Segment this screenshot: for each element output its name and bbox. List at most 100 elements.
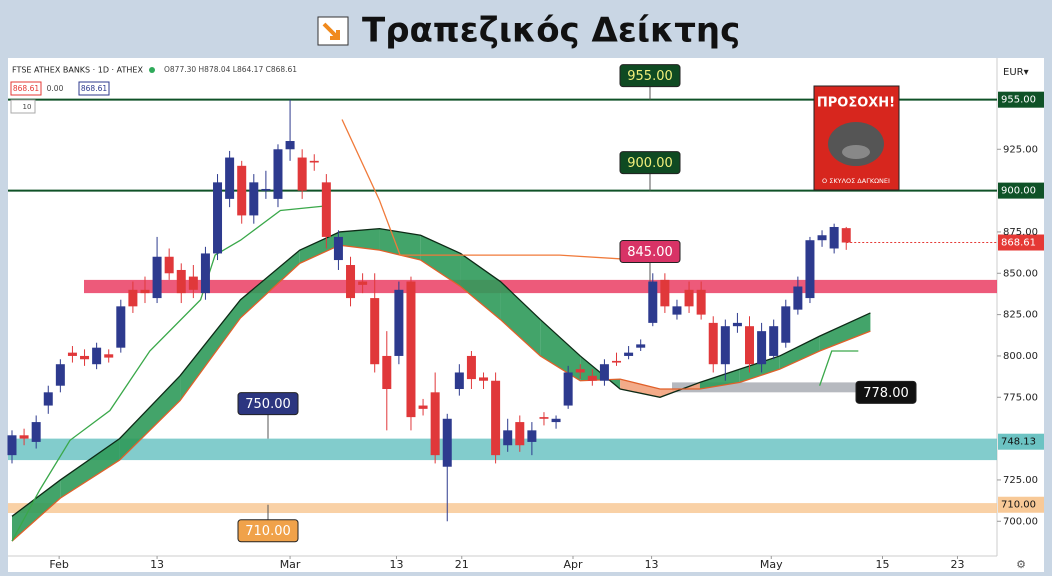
- candle-body: [200, 253, 210, 294]
- candle-body: [563, 372, 573, 406]
- header-title: Τραπεζικός Δείκτης: [362, 11, 740, 51]
- candle-body: [55, 364, 65, 386]
- volume: 10: [23, 103, 32, 111]
- volume-box: [10, 99, 36, 114]
- candle-body: [43, 392, 53, 406]
- candle-body: [805, 240, 815, 299]
- candle-body: [321, 182, 331, 237]
- candle-body: [370, 298, 380, 365]
- badge-dog-snout: [842, 145, 870, 159]
- x-tick-label: Feb: [49, 558, 68, 571]
- candle-body: [757, 331, 767, 365]
- candle-body: [213, 182, 223, 254]
- candle-body: [551, 418, 561, 423]
- y-tick-label: 925.00: [1003, 144, 1038, 155]
- axis-price-box: [998, 182, 1044, 199]
- candle-body: [829, 226, 839, 249]
- y-tick-label: 700.00: [1003, 516, 1038, 527]
- symbol: FTSE ATHEX BANKS · 1D · ATHEX: [12, 66, 143, 75]
- candle-body: [285, 141, 295, 150]
- x-tick-label: Mar: [280, 558, 301, 571]
- x-tick-label: 23: [950, 558, 964, 571]
- candle-body: [382, 355, 392, 390]
- candle-body: [406, 281, 416, 418]
- y-tick-label: 850.00: [1003, 268, 1038, 279]
- callout-box: [237, 392, 299, 416]
- callout-label: 778.00: [863, 386, 909, 401]
- ribbon-fill: [819, 312, 871, 351]
- axis-price-label: 748.13: [1001, 437, 1036, 448]
- candle-body: [19, 435, 29, 439]
- candle-body: [152, 256, 162, 299]
- callout-box: [619, 240, 681, 264]
- ribbon-fill: [60, 438, 120, 499]
- candle-body: [841, 228, 851, 243]
- candle-body: [442, 418, 452, 467]
- ribbon-fill: [119, 375, 181, 461]
- y-tick-label: 800.00: [1003, 351, 1038, 362]
- candle-body: [67, 352, 77, 356]
- y-tick-label: 875.00: [1003, 227, 1038, 238]
- candle-body: [237, 165, 247, 216]
- candle-body: [781, 306, 791, 343]
- ribbon-fill: [540, 319, 581, 381]
- spread: 0.00: [47, 84, 64, 93]
- axis-price-label: 710.00: [1001, 500, 1036, 511]
- candle-body: [297, 157, 307, 191]
- candle-body: [793, 286, 803, 310]
- ribbon-fill: [620, 379, 661, 398]
- candle-body: [249, 182, 259, 216]
- candle-body: [587, 375, 597, 381]
- x-tick-label: 21: [455, 558, 469, 571]
- callout-label: 955.00: [627, 69, 673, 84]
- trail-line: [819, 350, 859, 386]
- axis-price-box: [998, 91, 1044, 108]
- x-tick-label: 13: [389, 558, 403, 571]
- currency[interactable]: EUR▾: [1003, 67, 1029, 78]
- candle-body: [503, 430, 513, 446]
- candle-body: [479, 377, 489, 381]
- x-tick-label: May: [760, 558, 783, 571]
- candle-body: [575, 369, 585, 373]
- badge-title: ΠΡΟΣΟΧΗ!: [817, 96, 895, 111]
- candle-body: [720, 326, 730, 365]
- candle-body: [636, 344, 646, 348]
- candle-body: [418, 405, 428, 409]
- ribbon-fill: [299, 231, 340, 264]
- x-tick-label: 15: [876, 558, 890, 571]
- level-band: [8, 503, 997, 514]
- candle-body: [515, 422, 525, 446]
- candle-body: [660, 279, 670, 307]
- candle-body: [31, 422, 41, 442]
- ribbon-slow: [11, 244, 871, 542]
- axis-price-label: 900.00: [1001, 186, 1036, 197]
- ribbon-fill: [240, 250, 300, 318]
- callout-label: 710.00: [245, 524, 291, 539]
- last-price-label: 868.61: [1001, 238, 1036, 249]
- candle-body: [599, 364, 609, 381]
- candle-body: [430, 392, 440, 456]
- callout-box: [619, 151, 681, 175]
- last-price-box: [998, 234, 1044, 251]
- bid: 868.61: [13, 84, 39, 93]
- warning-badge: ΠΡΟΣΟΧΗ! Ο ΣΚΥΛΟΣ ΔΑΓΚΩΝΕΙ: [813, 85, 900, 191]
- candle-body: [612, 360, 622, 363]
- axis-price-label: 955.00: [1001, 95, 1036, 106]
- header-icon-arrow: [322, 22, 340, 40]
- candle-body: [80, 355, 90, 360]
- callout-label: 845.00: [627, 245, 673, 260]
- y-tick-label: 775.00: [1003, 392, 1038, 403]
- ribbon-fill: [699, 369, 740, 390]
- ribbon-fill: [180, 299, 241, 401]
- candle-body: [466, 355, 476, 380]
- x-tick-label: Apr: [563, 558, 583, 571]
- y-tick-label: 725.00: [1003, 475, 1038, 486]
- callout-label: 750.00: [245, 397, 291, 412]
- level-band: [8, 438, 997, 461]
- candle-body: [176, 269, 186, 294]
- settings-icon[interactable]: ⚙: [1016, 558, 1026, 571]
- candle-body: [333, 236, 343, 261]
- badge-caption: Ο ΣΚΥΛΟΣ ΔΑΓΚΩΝΕΙ: [822, 177, 890, 185]
- candle-body: [188, 276, 198, 290]
